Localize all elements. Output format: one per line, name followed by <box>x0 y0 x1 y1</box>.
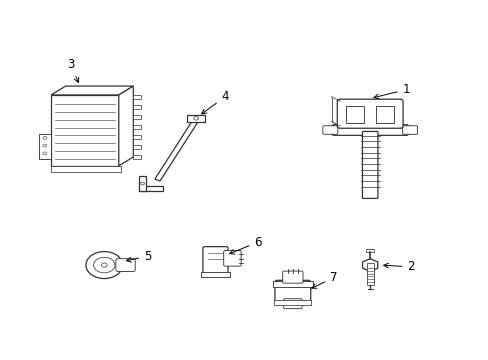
Bar <box>187 115 204 122</box>
Text: 5: 5 <box>126 250 151 263</box>
Circle shape <box>140 182 144 185</box>
Text: 4: 4 <box>201 90 228 114</box>
Circle shape <box>86 252 122 279</box>
Circle shape <box>94 257 115 273</box>
Text: 7: 7 <box>311 271 337 288</box>
Bar <box>39 134 51 159</box>
FancyBboxPatch shape <box>283 299 302 309</box>
Bar <box>139 176 145 191</box>
FancyBboxPatch shape <box>402 126 417 134</box>
FancyBboxPatch shape <box>337 99 402 128</box>
Circle shape <box>43 152 47 155</box>
Bar <box>366 249 373 252</box>
Bar <box>366 263 373 284</box>
Bar <box>133 115 141 120</box>
Bar <box>133 95 141 99</box>
Circle shape <box>43 136 47 139</box>
Bar <box>272 282 312 287</box>
Text: 6: 6 <box>229 235 261 254</box>
Bar <box>375 105 393 123</box>
Polygon shape <box>119 86 133 166</box>
Text: 1: 1 <box>373 83 409 99</box>
Bar <box>133 105 141 109</box>
FancyBboxPatch shape <box>203 247 227 274</box>
Polygon shape <box>362 259 377 271</box>
Circle shape <box>193 117 198 120</box>
Bar <box>133 155 141 159</box>
Bar <box>133 125 141 129</box>
FancyBboxPatch shape <box>274 280 310 302</box>
FancyBboxPatch shape <box>362 131 377 198</box>
Bar <box>133 135 141 139</box>
Bar <box>51 166 121 172</box>
Bar <box>274 300 310 305</box>
FancyBboxPatch shape <box>322 126 337 134</box>
Polygon shape <box>51 86 133 95</box>
Bar <box>139 186 163 191</box>
Circle shape <box>101 263 107 267</box>
Circle shape <box>43 144 47 147</box>
FancyBboxPatch shape <box>282 271 303 283</box>
Polygon shape <box>155 119 199 181</box>
FancyBboxPatch shape <box>223 251 241 266</box>
FancyBboxPatch shape <box>116 259 135 271</box>
Bar <box>133 145 141 149</box>
FancyBboxPatch shape <box>331 125 407 135</box>
Text: 3: 3 <box>67 58 79 82</box>
Bar <box>51 95 119 166</box>
Bar <box>201 272 229 278</box>
Bar <box>346 105 364 123</box>
Text: 2: 2 <box>383 260 414 273</box>
